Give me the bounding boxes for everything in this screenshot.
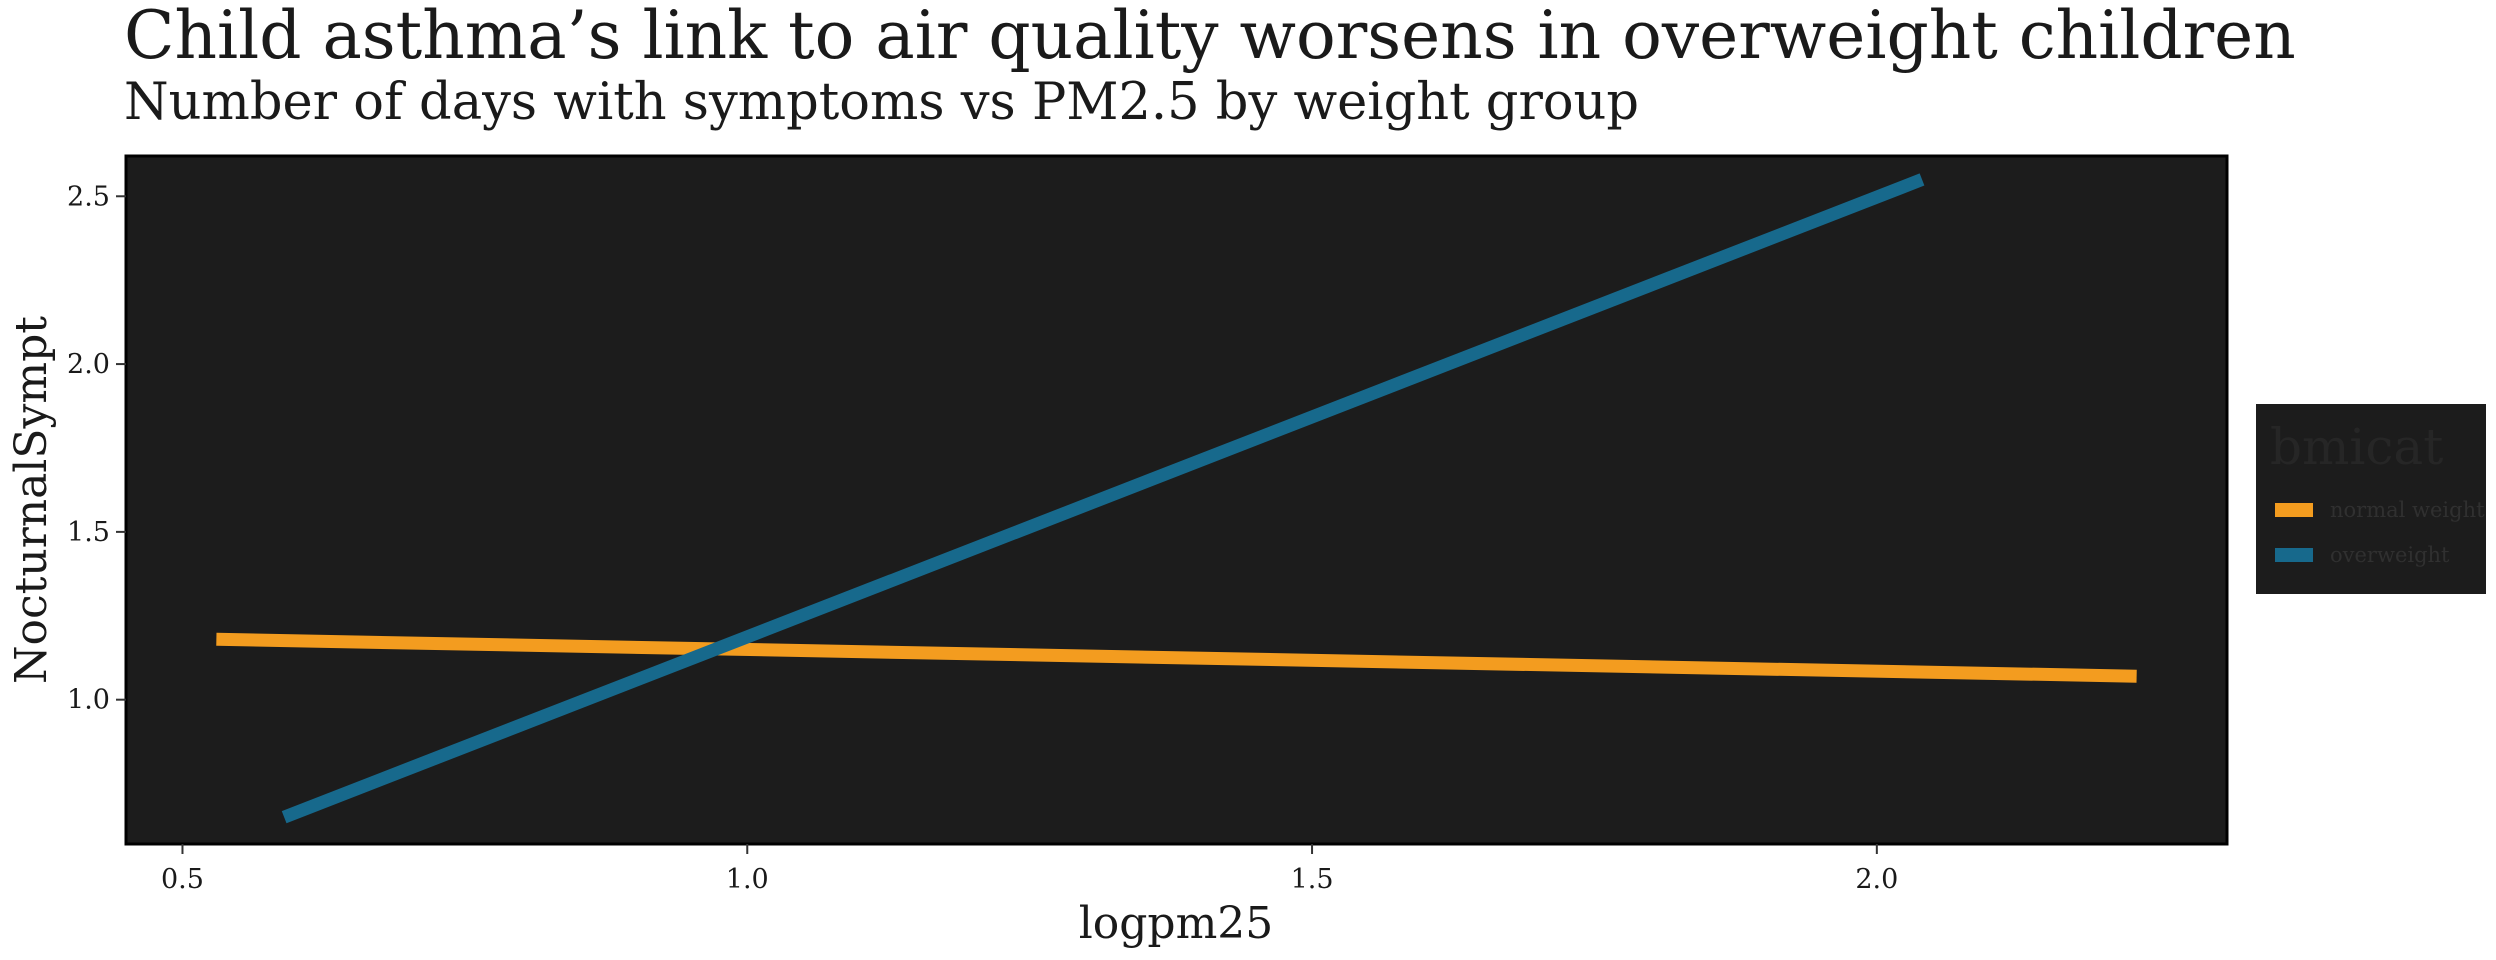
legend-background (2256, 404, 2486, 594)
x-axis: 0.5 1.0 1.5 2.0 (161, 844, 1898, 895)
legend: bmicat normal weight overweight (2256, 404, 2486, 594)
y-tick-label: 2.5 (67, 181, 110, 212)
x-tick-label: 1.0 (726, 864, 769, 895)
legend-key-overweight (2275, 548, 2313, 562)
chart-title: Child asthma’s link to air quality worse… (124, 0, 2296, 74)
plot-panel (124, 154, 2229, 846)
legend-key-normal-weight (2275, 503, 2313, 517)
series-layer (216, 173, 2137, 824)
x-tick-label: 1.5 (1291, 864, 1334, 895)
legend-label-overweight: overweight (2330, 543, 2450, 567)
x-tick-label: 0.5 (161, 864, 204, 895)
y-axis: 1.0 1.5 2.0 2.5 (67, 181, 126, 716)
y-tick-label: 1.5 (67, 517, 110, 548)
y-tick-label: 2.0 (67, 349, 110, 380)
chart-subtitle: Number of days with symptoms vs PM2.5 by… (124, 73, 1640, 132)
series-line-overweight (281, 173, 1925, 824)
x-tick-label: 2.0 (1855, 864, 1898, 895)
legend-title: bmicat (2270, 418, 2443, 476)
y-tick-label: 1.0 (67, 685, 110, 716)
y-axis-title: NocturnalSympt (6, 316, 57, 684)
legend-label-normal-weight: normal weight (2330, 498, 2485, 522)
series-line-normal-weight (216, 632, 2137, 683)
x-axis-title: logpm25 (1079, 898, 1274, 949)
